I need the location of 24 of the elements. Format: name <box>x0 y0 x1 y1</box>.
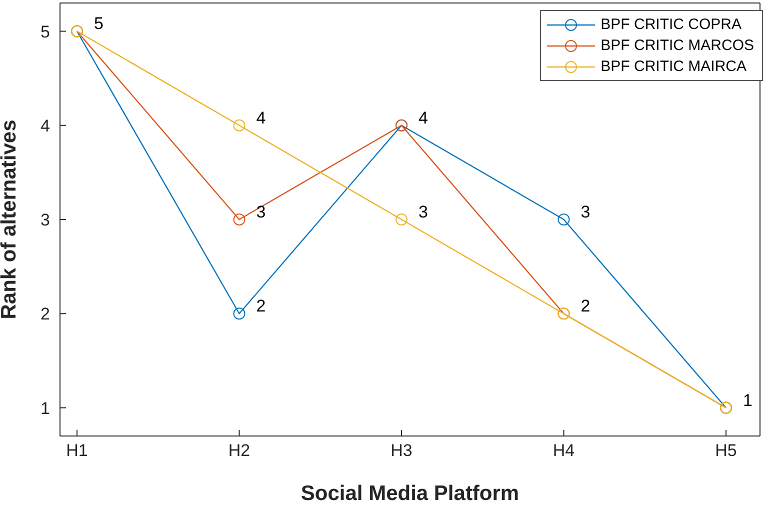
data-label: 5 <box>94 14 104 34</box>
x-axis-title: Social Media Platform <box>300 482 520 505</box>
legend-label: BPF CRITIC COPRA <box>600 16 742 33</box>
x-tick-label: H3 <box>390 441 412 460</box>
legend-label: BPF CRITIC MARCOS <box>600 37 754 54</box>
data-label: 4 <box>256 108 266 128</box>
x-tick-label: H2 <box>228 441 250 460</box>
x-tick-label: H4 <box>552 441 575 460</box>
data-label: 3 <box>580 202 590 222</box>
data-label: 1 <box>743 390 752 410</box>
data-label: 3 <box>418 202 428 222</box>
y-tick-label: 5 <box>40 22 50 42</box>
x-tick-label: H1 <box>66 441 88 460</box>
y-tick-label: 3 <box>40 210 50 230</box>
y-tick-label: 4 <box>40 116 50 136</box>
legend-label: BPF CRITIC MAIRCA <box>600 58 746 75</box>
x-tick-label: H5 <box>715 441 737 460</box>
data-label: 2 <box>256 296 266 316</box>
data-label: 4 <box>418 108 428 128</box>
y-tick-label: 2 <box>40 304 50 324</box>
y-axis-title: Rank of alternatives <box>0 120 20 320</box>
data-label: 3 <box>256 202 266 222</box>
y-tick-label: 1 <box>40 398 50 418</box>
data-label: 2 <box>580 296 590 316</box>
